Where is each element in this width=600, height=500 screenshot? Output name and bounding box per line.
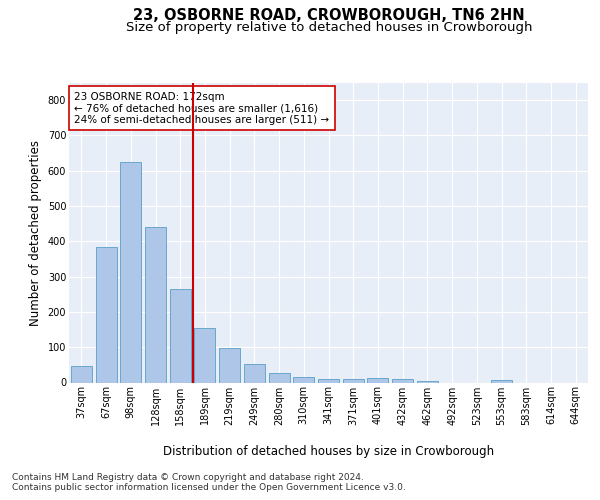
Bar bbox=[417, 380, 438, 382]
Bar bbox=[244, 364, 265, 382]
Text: Contains HM Land Registry data © Crown copyright and database right 2024.
Contai: Contains HM Land Registry data © Crown c… bbox=[12, 472, 406, 492]
Text: Distribution of detached houses by size in Crowborough: Distribution of detached houses by size … bbox=[163, 444, 494, 458]
Y-axis label: Number of detached properties: Number of detached properties bbox=[29, 140, 42, 326]
Bar bbox=[392, 378, 413, 382]
Bar bbox=[293, 376, 314, 382]
Bar bbox=[95, 246, 116, 382]
Bar bbox=[194, 328, 215, 382]
Bar bbox=[367, 378, 388, 382]
Bar bbox=[71, 366, 92, 382]
Text: 23, OSBORNE ROAD, CROWBOROUGH, TN6 2HN: 23, OSBORNE ROAD, CROWBOROUGH, TN6 2HN bbox=[133, 8, 524, 22]
Bar bbox=[120, 162, 141, 382]
Bar bbox=[491, 380, 512, 382]
Bar bbox=[170, 289, 191, 382]
Bar bbox=[318, 378, 339, 382]
Bar bbox=[145, 227, 166, 382]
Bar bbox=[343, 378, 364, 382]
Bar bbox=[219, 348, 240, 382]
Bar bbox=[269, 372, 290, 382]
Text: Size of property relative to detached houses in Crowborough: Size of property relative to detached ho… bbox=[125, 21, 532, 34]
Text: 23 OSBORNE ROAD: 172sqm
← 76% of detached houses are smaller (1,616)
24% of semi: 23 OSBORNE ROAD: 172sqm ← 76% of detache… bbox=[74, 92, 329, 124]
